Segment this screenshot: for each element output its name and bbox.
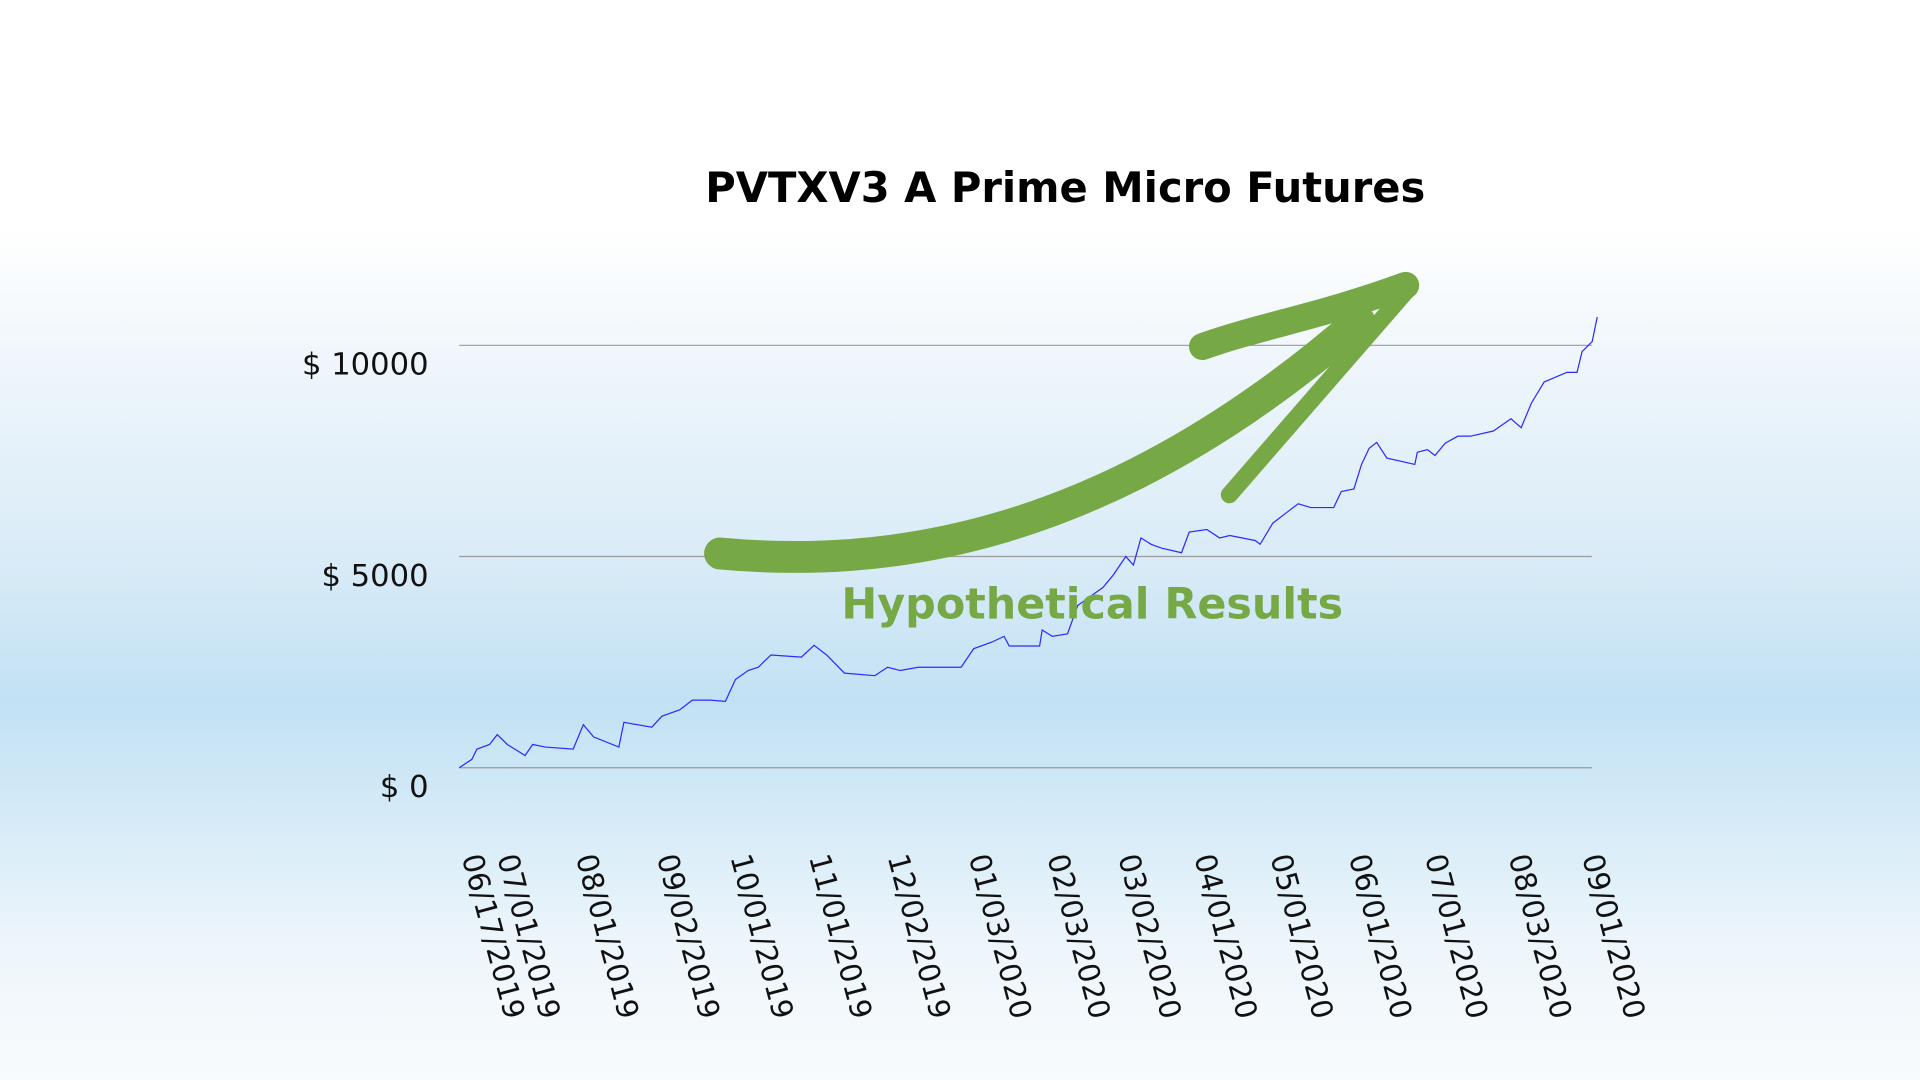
gridlines: [459, 344, 1592, 769]
arrow-shaft: [704, 304, 1376, 573]
x-tick-label: 05/01/2020: [1263, 850, 1340, 1022]
x-tick-label: 11/01/2019: [802, 850, 879, 1022]
arrow-head-upper: [1188, 271, 1420, 360]
y-tick-label: $ 0: [380, 770, 429, 805]
x-tick-label: 01/03/2020: [962, 850, 1039, 1022]
y-tick-label: $ 10000: [302, 348, 429, 383]
x-tick-label: 03/02/2020: [1111, 850, 1188, 1022]
x-tick-label: 02/03/2020: [1040, 850, 1117, 1022]
arrow-annotation: [704, 271, 1420, 573]
chart-title: PVTXV3 A Prime Micro Futures: [705, 163, 1425, 212]
y-tick-label: $ 5000: [321, 559, 428, 594]
x-tick-label: 04/01/2020: [1187, 850, 1264, 1022]
series-line: [458, 316, 1598, 769]
x-tick-label: 09/02/2019: [650, 850, 727, 1022]
x-tick-label: 10/01/2019: [724, 850, 801, 1022]
x-tick-label: 07/01/2020: [1418, 850, 1495, 1022]
x-tick-label: 06/01/2020: [1342, 850, 1419, 1022]
x-tick-label: 08/01/2019: [569, 850, 646, 1022]
hypothetical-results-label: Hypothetical Results: [841, 579, 1343, 629]
y-axis-labels: $ 0 $ 5000 $ 10000: [302, 348, 429, 805]
x-tick-label: 12/02/2019: [881, 850, 958, 1022]
x-tick-label: 08/03/2020: [1502, 850, 1579, 1022]
arrow-head-lower: [1220, 280, 1417, 504]
x-tick-label: 09/01/2020: [1575, 850, 1652, 1022]
